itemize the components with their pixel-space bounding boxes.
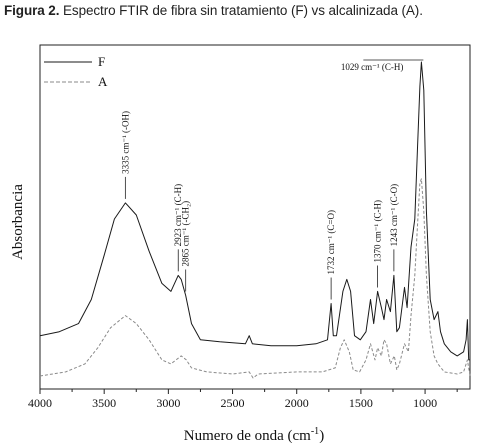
x-tick-label: 3500 xyxy=(92,396,116,410)
annotation-label: 1370 cm⁻¹ (C-H) xyxy=(373,200,383,262)
annotation-label: 1029 cm⁻¹ (C-H) xyxy=(341,62,403,72)
x-tick-label: 2500 xyxy=(221,396,245,410)
series-line-f xyxy=(39,61,470,361)
x-tick-label: 1500 xyxy=(349,396,373,410)
caption-text: Espectro FTIR de fibra sin tratamiento (… xyxy=(63,3,423,18)
legend-label-a: A xyxy=(98,74,108,89)
x-tick-label: 4000 xyxy=(28,396,52,410)
x-axis-label: Numero de onda (cm-1) xyxy=(184,426,324,443)
annotation-label: 3335 cm⁻¹ (-OH) xyxy=(120,111,130,174)
annotation-label: 1732 cm⁻¹ (C=O) xyxy=(326,210,336,275)
x-tick-label: 3000 xyxy=(156,396,180,410)
annotation-label: 2865 cm⁻¹ (-CH₂) xyxy=(181,201,191,267)
legend-label-f: F xyxy=(98,54,105,69)
annotation-label: 2923 cm⁻¹ (C-H) xyxy=(173,184,183,246)
series-line-a xyxy=(39,178,471,379)
figure-caption: Figura 2. Espectro FTIR de fibra sin tra… xyxy=(4,3,482,18)
annotation-label: 1243 cm⁻¹ (C-O) xyxy=(389,184,399,246)
x-tick-label: 2000 xyxy=(285,396,309,410)
plot-frame xyxy=(39,44,471,390)
y-axis-label: Absorbancia xyxy=(10,184,26,260)
x-tick-label: 1000 xyxy=(413,396,437,410)
caption-label: Figura 2. xyxy=(4,3,60,18)
legend: F A xyxy=(44,54,108,89)
